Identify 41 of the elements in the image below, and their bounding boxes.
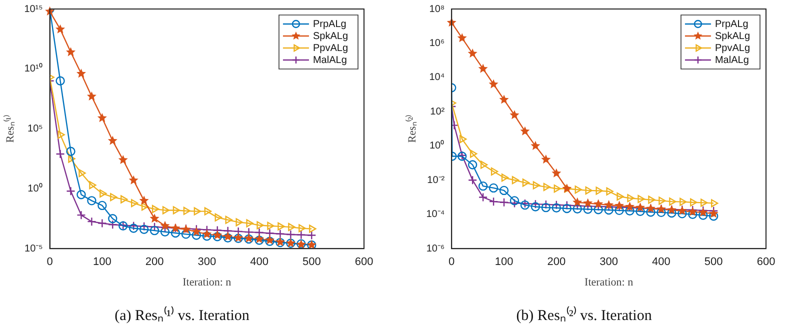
x-tick-label: 200 bbox=[547, 256, 566, 268]
legend-label: SpkALg bbox=[312, 30, 348, 42]
x-tick-label: 200 bbox=[145, 256, 164, 268]
y-tick-label: 10⁴ bbox=[429, 72, 445, 84]
text: (b) Resₙ⁽²⁾ vs. Iteration bbox=[516, 306, 652, 324]
x-tick-label: 600 bbox=[354, 256, 374, 268]
x-tick-label: 500 bbox=[302, 256, 321, 268]
x-tick-label: 400 bbox=[250, 256, 268, 268]
y-tick-label: 10¹⁰ bbox=[24, 62, 43, 75]
legend-label: PpvALg bbox=[714, 42, 750, 54]
x-tick-label: 600 bbox=[756, 256, 776, 268]
text: (a) Resₙ⁽¹⁾ vs. Iteration bbox=[114, 306, 250, 324]
x-tick-label: 100 bbox=[92, 256, 112, 268]
y-tick-label: 10⁶ bbox=[429, 38, 445, 49]
y-axis-title: Resₙ⁽²⁾ bbox=[405, 114, 418, 143]
legend-label: PrpALg bbox=[714, 18, 748, 30]
y-tick-label: 10⁻⁵ bbox=[24, 243, 43, 254]
y-tick-label: 10⁻² bbox=[427, 174, 446, 186]
x-tick-label: 100 bbox=[494, 256, 514, 268]
y-tick-label: 10⁵ bbox=[28, 124, 43, 135]
x-tick-label: 500 bbox=[704, 256, 723, 268]
x-axis-title: Iteration: n bbox=[584, 276, 634, 288]
y-axis-title: Resₙ⁽¹⁾ bbox=[3, 114, 16, 143]
x-tick-label: 400 bbox=[652, 256, 670, 268]
y-tick-label: 10⁰ bbox=[429, 140, 445, 152]
legend-label: MalALg bbox=[312, 54, 347, 66]
x-axis-title: Iteration: n bbox=[182, 276, 232, 288]
x-tick-label: 0 bbox=[448, 256, 455, 268]
y-tick-label: 10⁻⁶ bbox=[426, 243, 445, 254]
legend-label: PpvALg bbox=[312, 42, 348, 54]
y-tick-label: 10⁰ bbox=[28, 182, 43, 194]
legend-label: PrpALg bbox=[312, 18, 346, 30]
y-tick-label: 10¹⁵ bbox=[24, 4, 43, 15]
y-tick-label: 10⁸ bbox=[429, 4, 445, 15]
y-tick-label: 10⁻⁴ bbox=[426, 209, 445, 220]
x-tick-label: 0 bbox=[46, 256, 53, 268]
y-tick-label: 10² bbox=[430, 106, 446, 118]
x-tick-label: 300 bbox=[600, 256, 618, 268]
legend-label: SpkALg bbox=[714, 30, 750, 42]
legend-label: MalALg bbox=[714, 54, 749, 66]
x-tick-label: 300 bbox=[198, 256, 216, 268]
